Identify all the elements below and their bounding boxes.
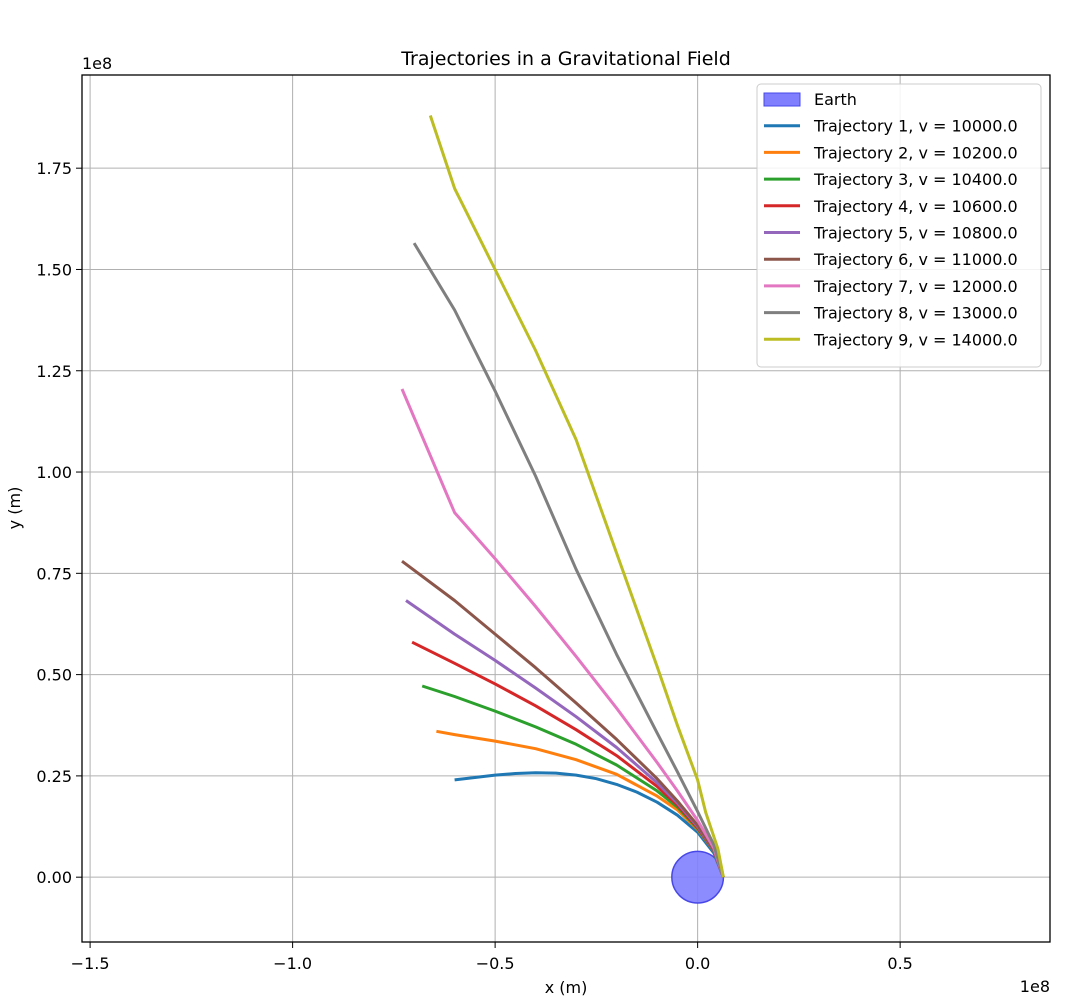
y-tick-label: 0.75 [36, 564, 72, 583]
series-layer [400, 115, 725, 878]
x-tick-label: 0.5 [887, 954, 912, 973]
y-offset-label: 1e8 [82, 54, 112, 73]
trajectory-6-line [401, 559, 725, 878]
grid-layer [82, 75, 1050, 942]
y-tick-label: 1.75 [36, 159, 72, 178]
legend-swatch-earth [763, 92, 801, 107]
ticks-layer: −1.5 −1.0 −0.5 0.0 0.5 0.00 0.25 0.50 0.75 1.00 1.… [36, 159, 912, 973]
trajectory-9-line [428, 115, 725, 878]
legend-label-earth: Earth [814, 90, 857, 109]
y-tick-label: 1.50 [36, 260, 72, 279]
legend-label-trajectory-8: Trajectory 8, v = 13000.0 [813, 304, 1018, 323]
legend-label-trajectory-6: Trajectory 6, v = 11000.0 [813, 250, 1018, 269]
x-offset-label: 1e8 [1020, 977, 1050, 996]
x-tick-label: −1.0 [273, 954, 312, 973]
legend-label-trajectory-7: Trajectory 7, v = 12000.0 [813, 277, 1018, 296]
x-tick-label: 0.0 [685, 954, 710, 973]
legend-label-trajectory-5: Trajectory 5, v = 10800.0 [813, 224, 1018, 243]
y-tick-label: 0.00 [36, 868, 72, 887]
plot-frame [81, 74, 1051, 943]
legend-box [756, 83, 1042, 368]
trajectory-8-line [412, 242, 725, 878]
legend-label-trajectory-2: Trajectory 2, v = 10200.0 [813, 143, 1018, 162]
x-tick-label: −1.5 [71, 954, 110, 973]
legend-label-trajectory-4: Trajectory 4, v = 10600.0 [813, 197, 1018, 216]
legend: Earth Trajectory 1, v = 10000.0 Trajectory… [756, 83, 1042, 368]
y-tick-label: 1.25 [36, 362, 72, 381]
x-axis-label: x (m) [545, 978, 588, 997]
y-tick-label: 0.50 [36, 666, 72, 685]
legend-label-trajectory-1: Trajectory 1, v = 10000.0 [813, 117, 1018, 136]
legend-label-trajectory-9: Trajectory 9, v = 14000.0 [813, 330, 1018, 349]
x-tick-label: −0.5 [476, 954, 515, 973]
trajectory-7-line [400, 388, 725, 878]
trajectory-1-line [454, 771, 725, 878]
y-axis-label: y (m) [5, 487, 24, 530]
legend-label-trajectory-3: Trajectory 3, v = 10400.0 [813, 170, 1018, 189]
chart-title: Trajectories in a Gravitational Field [400, 48, 731, 70]
y-tick-label: 1.00 [36, 463, 72, 482]
y-tick-label: 0.25 [36, 767, 72, 786]
